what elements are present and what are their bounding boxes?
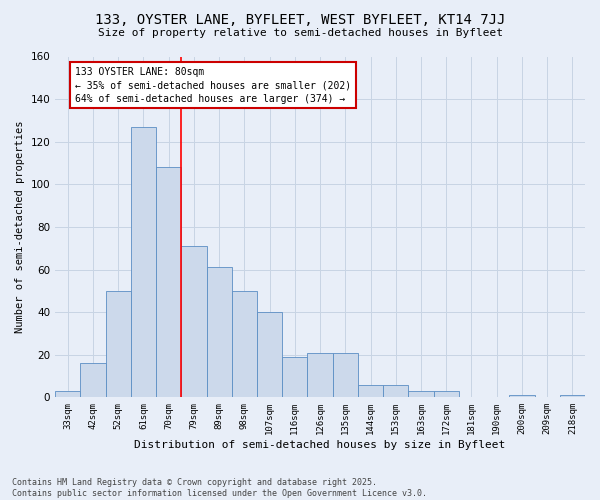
Bar (358, 384, 383, 398)
Bar (409, 391, 434, 398)
Bar (131, 127, 156, 398)
Text: 133 OYSTER LANE: 80sqm
← 35% of semi-detached houses are smaller (202)
64% of se: 133 OYSTER LANE: 80sqm ← 35% of semi-det… (76, 67, 352, 104)
Bar (282, 357, 307, 398)
Bar (332, 352, 358, 398)
Text: Contains HM Land Registry data © Crown copyright and database right 2025.
Contai: Contains HM Land Registry data © Crown c… (12, 478, 427, 498)
X-axis label: Distribution of semi-detached houses by size in Byfleet: Distribution of semi-detached houses by … (134, 440, 506, 450)
Bar (80, 363, 106, 398)
Y-axis label: Number of semi-detached properties: Number of semi-detached properties (15, 120, 25, 333)
Bar (181, 246, 206, 398)
Bar (434, 391, 459, 398)
Bar (55, 391, 80, 398)
Bar (156, 168, 181, 398)
Bar (560, 395, 585, 398)
Bar (509, 395, 535, 398)
Bar (257, 312, 282, 398)
Text: Size of property relative to semi-detached houses in Byfleet: Size of property relative to semi-detach… (97, 28, 503, 38)
Bar (307, 352, 332, 398)
Bar (383, 384, 409, 398)
Text: 133, OYSTER LANE, BYFLEET, WEST BYFLEET, KT14 7JJ: 133, OYSTER LANE, BYFLEET, WEST BYFLEET,… (95, 12, 505, 26)
Bar (106, 291, 131, 398)
Bar (232, 291, 257, 398)
Bar (206, 268, 232, 398)
